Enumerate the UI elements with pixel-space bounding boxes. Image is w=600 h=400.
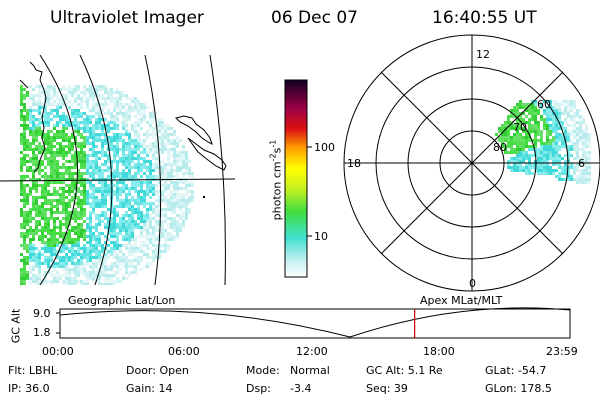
colorbar-tick-10: 10 [314, 230, 328, 243]
door-info: Door: Open [126, 364, 189, 377]
timeline-xtick-1800: 18:00 [423, 345, 455, 358]
timeline-ytick-low: 1.8 [33, 326, 51, 339]
timeline-xtick-0000: 00:00 [42, 345, 74, 358]
polar-lat-80: 80 [493, 141, 507, 154]
time-label: 16:40:55 UT [432, 8, 537, 28]
polar-label-0: 0 [469, 277, 476, 290]
date-label: 06 Dec 07 [271, 8, 358, 28]
gain-info: Gain: 14 [126, 382, 173, 395]
coastline-1 [29, 61, 47, 173]
colorbar-tick-100: 100 [314, 141, 335, 154]
island-north [175, 115, 213, 145]
timeline-xtick-0600: 06:00 [168, 345, 200, 358]
polar-lat-60: 60 [537, 98, 551, 111]
polar-label-6: 6 [578, 157, 585, 170]
timeline-left-label: Geographic Lat/Lon [68, 294, 176, 307]
altitude-curve [59, 307, 571, 338]
mode-value: Normal [290, 364, 330, 377]
app-title: Ultraviolet Imager [50, 8, 204, 28]
dsp-label: Dsp: [246, 382, 271, 395]
aurora-image-polar [495, 100, 591, 184]
timeline-xtick-2359: 23:59 [546, 345, 578, 358]
timeline-ytick-high: 9.0 [33, 307, 51, 320]
filter-info: Flt: LBHL [8, 364, 57, 377]
dsp-value: -3.4 [290, 382, 312, 395]
glat-info: GLat: -54.7 [485, 364, 547, 377]
timeline-right-label: Apex MLat/MLT [420, 294, 503, 307]
ip-info: IP: 36.0 [8, 382, 50, 395]
polar-lat-70: 70 [513, 121, 527, 134]
timeline-xtick-1200: 12:00 [296, 345, 328, 358]
polar-label-18: 18 [347, 157, 361, 170]
island-south [187, 137, 227, 171]
gc-alt-info: GC Alt: 5.1 Re [366, 364, 443, 377]
polar-label-12: 12 [476, 48, 490, 61]
seq-info: Seq: 39 [366, 382, 408, 395]
glon-info: GLon: 178.5 [485, 382, 552, 395]
mode-label: Mode: [246, 364, 280, 377]
